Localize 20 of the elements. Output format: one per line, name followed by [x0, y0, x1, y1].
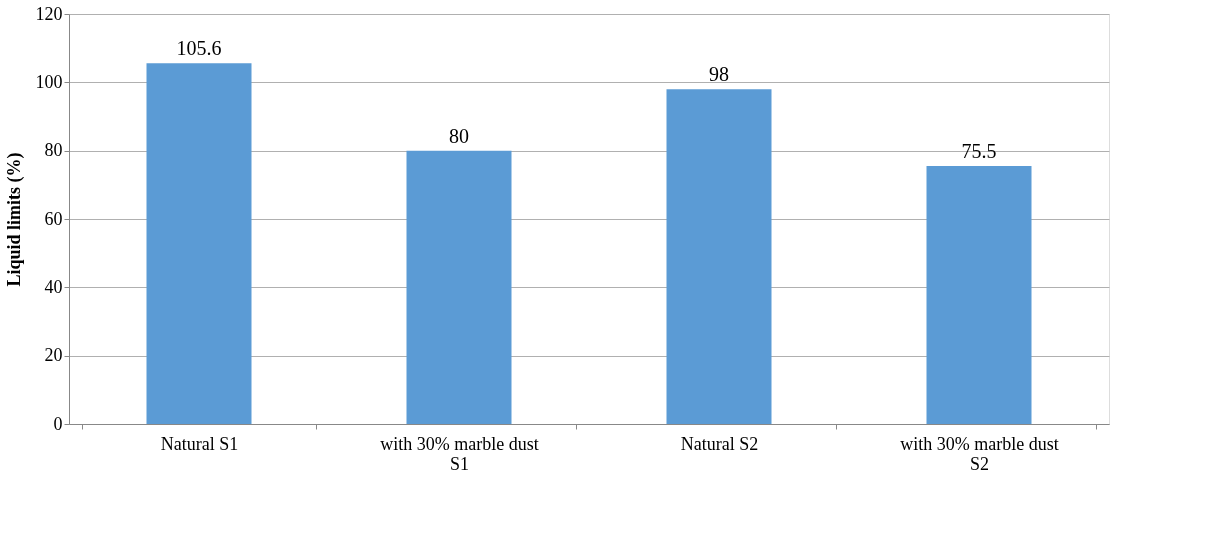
y-tick-label: 80	[44, 140, 63, 161]
bar	[666, 89, 772, 424]
data-label: 75.5	[961, 140, 997, 163]
data-label: 80	[449, 124, 469, 147]
y-tick-label: 100	[35, 71, 63, 92]
x-tick-label: Natural S2	[680, 433, 759, 454]
y-tick-label: 40	[44, 276, 63, 297]
bar	[146, 63, 252, 424]
x-tick-label: Natural S1	[160, 433, 239, 454]
y-tick-label: 60	[44, 208, 63, 229]
data-label: 98	[709, 63, 729, 86]
x-tick-label: with 30% marble dust S1	[380, 433, 539, 474]
y-tick-label: 0	[53, 413, 63, 434]
bar	[926, 166, 1032, 424]
data-label: 105.6	[176, 37, 222, 60]
bar	[406, 150, 512, 424]
y-axis-title: Liquid limits (%)	[3, 152, 25, 287]
y-tick-label: 20	[44, 345, 63, 366]
x-tick-label: with 30% marble dust S2	[900, 433, 1059, 474]
y-tick-label: 120	[35, 3, 63, 24]
